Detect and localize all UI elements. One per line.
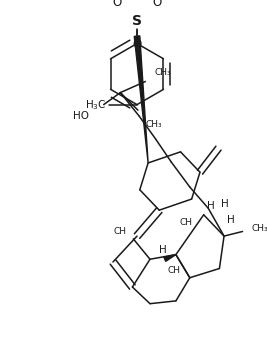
Text: HO: HO — [73, 111, 89, 121]
Text: O: O — [153, 0, 162, 9]
Text: O: O — [112, 0, 121, 9]
Text: CH: CH — [114, 227, 127, 236]
Text: H: H — [207, 201, 215, 210]
Text: H$_3$C: H$_3$C — [85, 98, 107, 112]
Text: CH₃: CH₃ — [145, 120, 162, 130]
Text: S: S — [132, 14, 142, 28]
Text: CH: CH — [168, 266, 180, 275]
Text: CH: CH — [180, 218, 193, 227]
Polygon shape — [134, 36, 148, 163]
Text: CH₃: CH₃ — [155, 68, 171, 77]
Polygon shape — [164, 254, 176, 262]
Text: H: H — [227, 215, 235, 225]
Text: H: H — [159, 245, 167, 255]
Text: CH₃: CH₃ — [252, 224, 267, 233]
Text: H: H — [221, 199, 229, 209]
Text: O: O — [132, 38, 142, 51]
